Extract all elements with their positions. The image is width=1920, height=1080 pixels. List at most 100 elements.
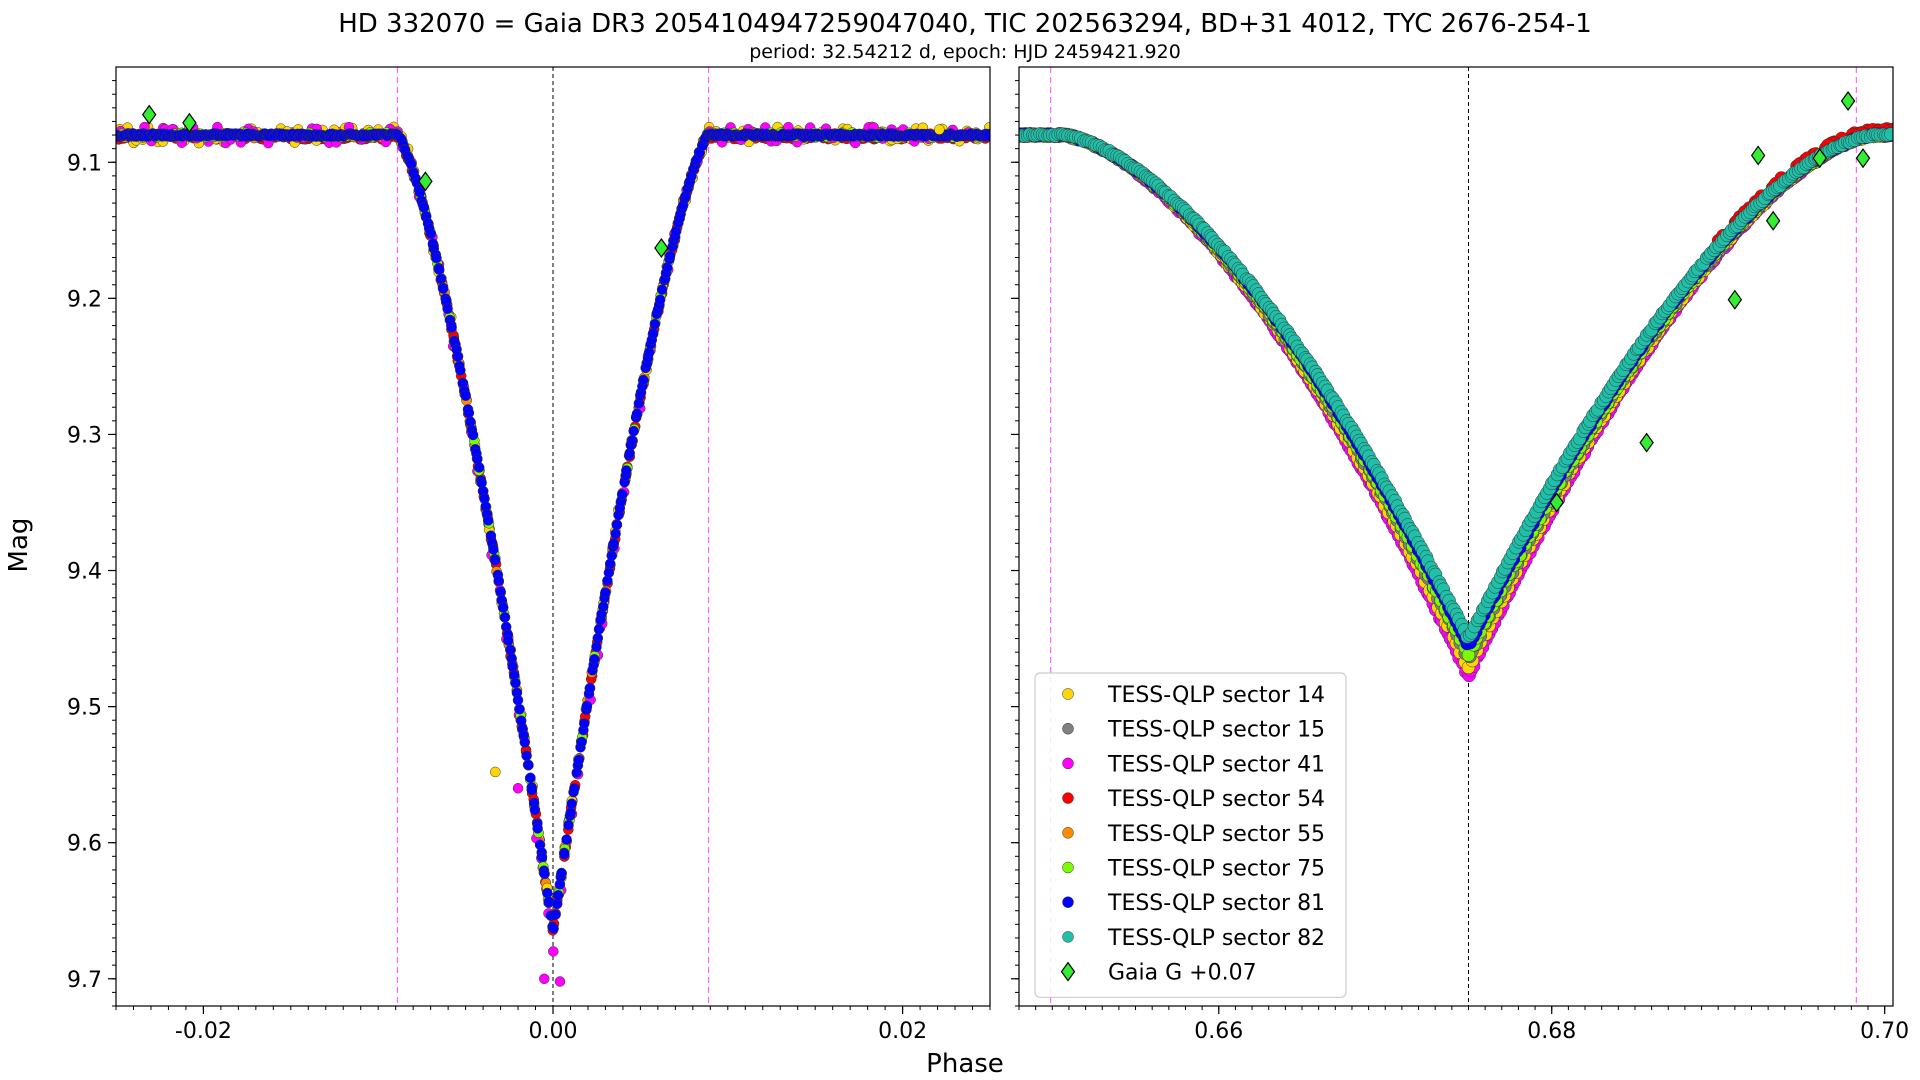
gaia-point (1812, 148, 1827, 169)
legend-entry: Gaia G +0.07 (1060, 961, 1257, 986)
data-point (611, 519, 623, 531)
series-tess-qlp-sector-82 (1019, 127, 1893, 644)
legend-marker (1062, 896, 1074, 908)
gaia-point (654, 237, 669, 259)
data-point (600, 587, 611, 598)
data-point (521, 750, 532, 761)
legend-entry: TESS-QLP sector 55 (1062, 822, 1325, 847)
data-point (433, 264, 445, 275)
data-point (621, 465, 632, 476)
legend-label: TESS-QLP sector 82 (1107, 926, 1325, 951)
legend-label: Gaia G +0.07 (1108, 961, 1257, 986)
data-point (603, 567, 615, 578)
data-point (519, 737, 531, 748)
data-point (559, 849, 570, 860)
x-tick-label: 0.66 (1194, 1019, 1243, 1044)
legend-marker (1062, 792, 1074, 804)
data-point (563, 819, 574, 831)
data-point (514, 703, 525, 715)
legend-marker (1060, 961, 1076, 982)
data-point (418, 202, 430, 213)
chart-title: HD 332070 = Gaia DR3 2054104947259047040… (338, 9, 1592, 39)
data-point (532, 823, 543, 834)
legend-box (1034, 672, 1347, 998)
gaia-point (1727, 289, 1743, 310)
data-point (536, 851, 548, 863)
data-point (542, 887, 553, 899)
series-tess-qlp-sector-14 (116, 121, 990, 900)
y-tick-label: 9.2 (67, 287, 102, 312)
gaia-point (1765, 210, 1781, 231)
series-tess-qlp-sector-55 (116, 126, 990, 893)
data-point (488, 544, 499, 555)
legend-entry: TESS-QLP sector 14 (1062, 683, 1325, 708)
data-point (529, 804, 541, 816)
legend-entry: TESS-QLP sector 75 (1062, 857, 1325, 882)
data-point (556, 867, 567, 879)
data-point (654, 294, 666, 305)
series-tess-qlp-sector-41 (116, 121, 988, 957)
legend-label: TESS-QLP sector 55 (1107, 822, 1325, 847)
legend-label: TESS-QLP sector 54 (1107, 787, 1325, 812)
gaia-point (418, 171, 433, 192)
data-point (656, 284, 668, 295)
data-point (608, 538, 620, 549)
gaia-point (141, 104, 157, 125)
y-tick-label: 9.5 (67, 696, 102, 721)
data-point (431, 252, 442, 264)
legend-marker (1062, 757, 1074, 770)
gaia-point (1549, 492, 1564, 513)
legend-entry: TESS-QLP sector 54 (1062, 787, 1325, 812)
data-point (566, 798, 577, 810)
data-point (523, 759, 534, 771)
data-point (1911, 122, 1920, 135)
data-point (489, 555, 501, 566)
legend-marker (1062, 722, 1074, 735)
data-point (581, 700, 593, 712)
data-point (503, 635, 514, 646)
gaia-point (1855, 148, 1871, 169)
data-point (1905, 123, 1918, 136)
data-point (425, 228, 437, 240)
data-point (1899, 122, 1912, 135)
gaia-point (1639, 432, 1654, 453)
data-point (573, 754, 585, 766)
data-point (472, 453, 483, 465)
data-point (499, 612, 511, 623)
data-point (617, 489, 628, 500)
outlier-point (490, 766, 501, 778)
primary-eclipse-panel: -0.02 0.00 0.02 9.1 9.2 9.3 9.4 9.5 9.6 9.7 (67, 66, 991, 1044)
data-point (592, 632, 604, 644)
data-point (548, 946, 559, 957)
data-point (628, 425, 639, 437)
y-tick-label: 9.7 (67, 968, 102, 993)
legend-label: TESS-QLP sector 41 (1107, 752, 1325, 777)
data-point (591, 641, 602, 653)
data-point (983, 130, 990, 142)
data-point (579, 718, 590, 729)
legend-entry: TESS-QLP sector 81 (1062, 891, 1325, 916)
legend-marker (1062, 861, 1074, 874)
data-point (638, 374, 649, 386)
data-point (1911, 124, 1920, 137)
data-point (1902, 124, 1915, 137)
data-point (539, 868, 550, 880)
data-point (550, 909, 561, 920)
data-point (473, 462, 485, 473)
x-tick-label: -0.02 (175, 1019, 232, 1044)
x-axis-label: Phase (926, 1049, 1004, 1079)
data-point (510, 677, 521, 689)
data-point (569, 783, 580, 794)
legend-entry: TESS-QLP sector 41 (1062, 752, 1325, 777)
data-point (593, 624, 605, 635)
plot-area (116, 67, 990, 1006)
outlier-point (554, 976, 566, 987)
data-point (589, 654, 600, 665)
x-tick-label: 0.00 (529, 1019, 578, 1044)
legend-entry: TESS-QLP sector 82 (1062, 926, 1325, 951)
y-tick-label: 9.4 (67, 560, 102, 585)
data-point (606, 550, 617, 561)
legend-marker (1062, 827, 1074, 839)
gaia-point (1750, 145, 1766, 166)
